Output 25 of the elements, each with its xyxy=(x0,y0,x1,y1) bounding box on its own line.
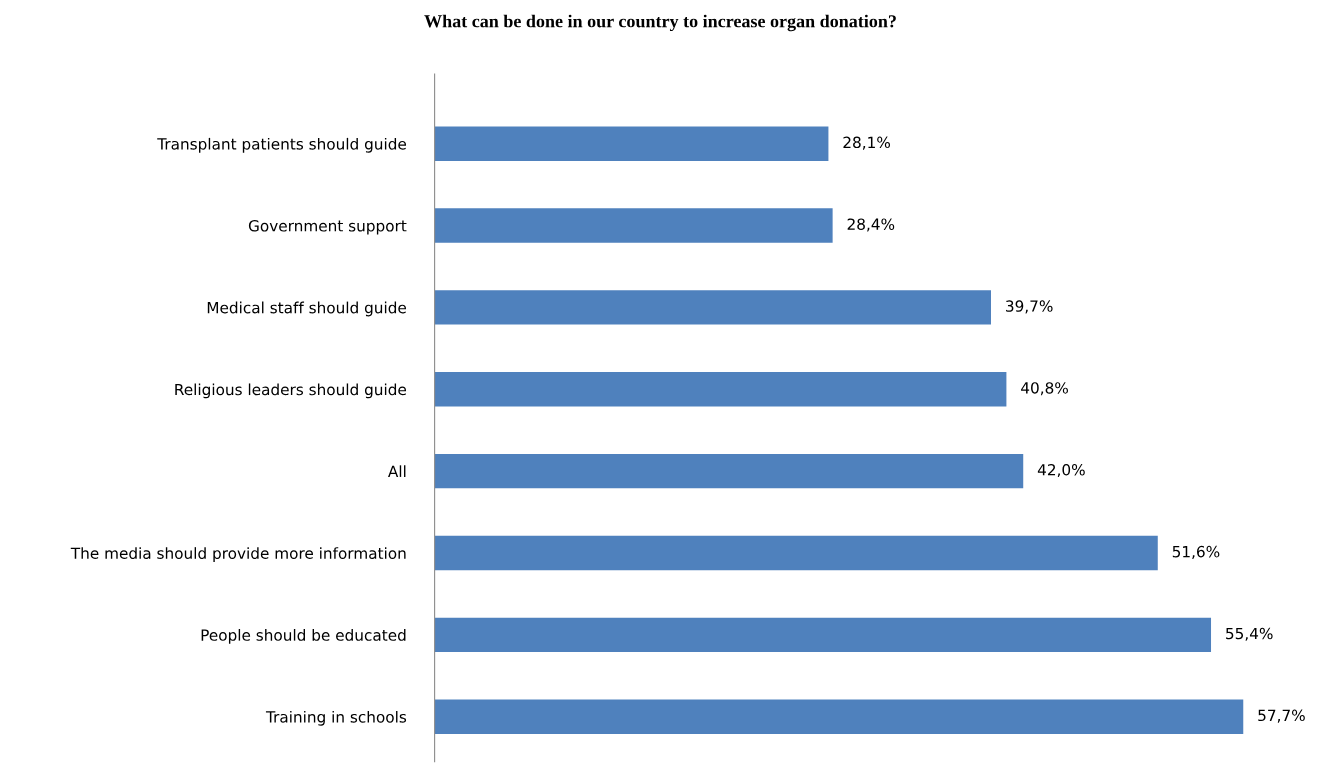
data-label: 51,6% xyxy=(1172,545,1220,559)
data-label: 28,4% xyxy=(847,218,895,232)
data-label: 42,0% xyxy=(1037,463,1085,478)
bar xyxy=(434,699,1244,734)
bar xyxy=(434,372,1007,407)
data-label: 39,7% xyxy=(1006,300,1053,314)
y-tick-label: All xyxy=(388,465,406,477)
y-tick-label: Training in schools xyxy=(265,710,407,726)
data-label: 28,1% xyxy=(843,136,890,150)
bar xyxy=(434,453,1024,489)
bar xyxy=(434,535,1158,571)
bar xyxy=(434,126,829,161)
bar xyxy=(434,208,833,243)
bar xyxy=(434,617,1212,653)
chart-title: What can be done in our country to increase organ donation? xyxy=(424,14,896,32)
data-label: 55,4% xyxy=(1226,627,1273,641)
y-tick-label: The media should provide more information xyxy=(70,547,406,562)
y-tick-label: Government support xyxy=(248,220,407,235)
y-tick-label: Transplant patients should guide xyxy=(157,137,407,153)
y-tick-label: Religious leaders should guide xyxy=(175,383,407,399)
data-label: 57,7% xyxy=(1258,709,1305,723)
bar xyxy=(434,290,991,325)
y-tick-label: Medical staff should guide xyxy=(207,301,407,317)
y-tick-label: People should be educated xyxy=(201,629,406,644)
data-label: 40,8% xyxy=(1021,382,1068,396)
